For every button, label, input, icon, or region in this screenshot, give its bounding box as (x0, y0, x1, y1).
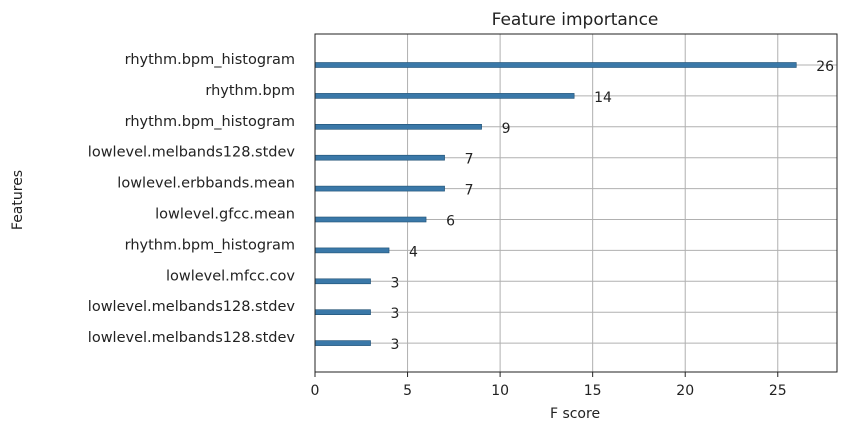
x-axis-label: F score (550, 406, 600, 422)
y-tick-label: lowlevel.gfcc.mean (155, 207, 295, 223)
x-tick-label: 25 (769, 383, 787, 399)
y-tick-label: rhythm.bpm (205, 83, 295, 99)
x-tick-label: 20 (676, 383, 694, 399)
bar (314, 340, 371, 346)
bar (314, 124, 482, 130)
y-tick-label: lowlevel.melbands128.stdev (88, 299, 296, 315)
y-tick-labels: rhythm.bpm_histogram rhythm.bpm rhythm.bpm… (88, 52, 296, 346)
bar (314, 309, 371, 316)
plot-frame (314, 33, 838, 373)
x-tick-label: 15 (584, 383, 602, 399)
bars (314, 62, 797, 346)
bar (314, 247, 390, 254)
bar-value-label: 9 (502, 121, 511, 137)
bar-value-label: 7 (465, 183, 474, 199)
y-tick-label: rhythm.bpm_histogram (125, 52, 295, 68)
bar-value-label: 6 (446, 214, 455, 230)
y-tick-label: lowlevel.melbands128.stdev (88, 145, 296, 161)
bar (314, 154, 445, 161)
bar-value-label: 3 (391, 337, 400, 353)
bar (314, 216, 427, 223)
bar (314, 62, 797, 68)
y-tick-label: lowlevel.erbbands.mean (117, 176, 295, 192)
bar-value-label: 14 (594, 90, 612, 106)
y-tick-label: lowlevel.mfcc.cov (166, 268, 295, 284)
bar-value-label: 3 (391, 306, 400, 322)
bar-value-label: 26 (816, 59, 834, 75)
y-axis-label: Features (10, 170, 26, 230)
y-tick-label: rhythm.bpm_histogram (125, 114, 295, 130)
bar-value-label: 3 (391, 275, 400, 291)
x-tick-label: 10 (491, 383, 509, 399)
chart-title: Feature importance (492, 10, 659, 30)
x-ticks: 0 5 10 15 20 25 (311, 372, 787, 399)
bar-value-label: 4 (409, 244, 418, 260)
x-tick-label: 0 (311, 383, 320, 399)
bar (314, 278, 371, 285)
x-tick-label: 5 (403, 383, 412, 399)
bar (314, 185, 445, 192)
bar (314, 93, 575, 99)
y-tick-label: lowlevel.melbands128.stdev (88, 330, 296, 346)
y-tick-label: rhythm.bpm_histogram (125, 237, 295, 253)
bar-value-label: 7 (465, 152, 474, 168)
